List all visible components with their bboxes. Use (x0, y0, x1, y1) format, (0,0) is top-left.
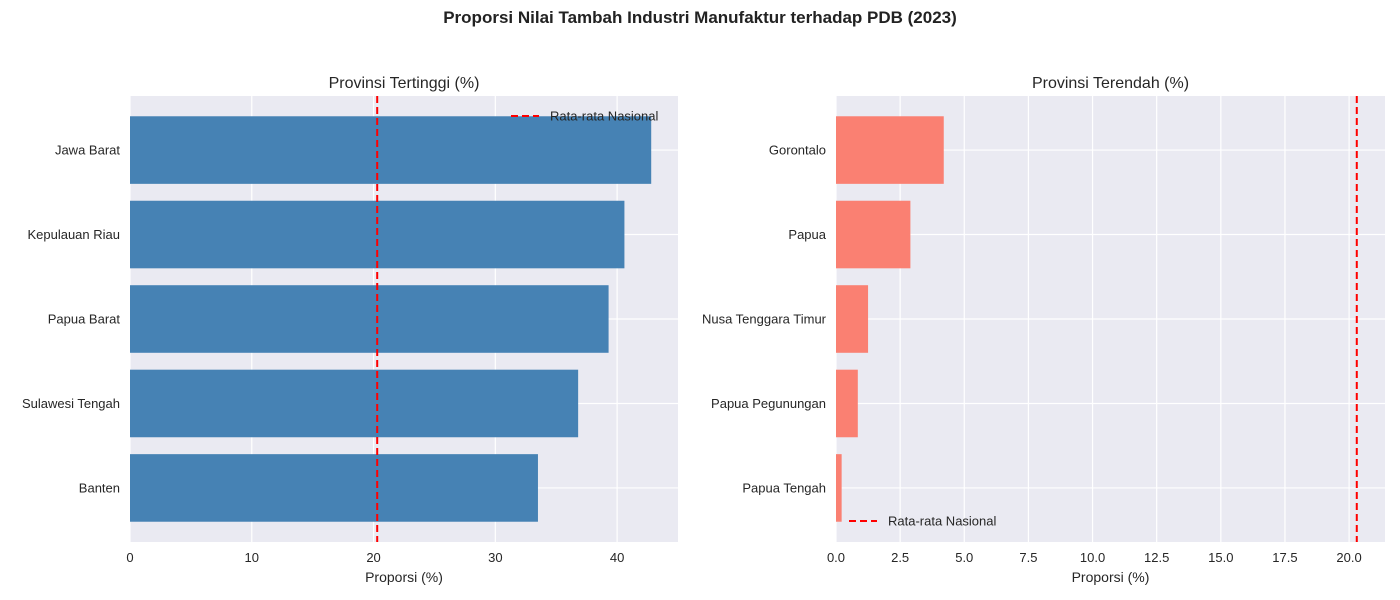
right-category-label-3: Papua Pegunungan (711, 396, 826, 411)
right-chart: Gorontalo Papua Nusa Tenggara Timur Papua P… (702, 75, 1385, 585)
left-bar-3 (130, 369, 579, 438)
right-category-label-4: Papua Tengah (742, 480, 826, 495)
left-bar-2 (130, 285, 609, 353)
left-chart: Jawa Barat Kepulauan Riau Papua Barat Sulaw… (22, 75, 678, 585)
right-tick-label-8: 20.0 (1336, 550, 1361, 565)
right-tick-label-0: 0.0 (827, 550, 845, 565)
figure-title: Proporsi Nilai Tambah Industri Manufaktu… (443, 8, 957, 27)
right-category-label-1: Papua (788, 227, 826, 242)
right-category-label-0: Gorontalo (769, 143, 826, 158)
left-tick-label-0: 0 (126, 550, 133, 565)
right-legend: Rata-rata Nasional (849, 514, 996, 529)
left-bar-4 (130, 454, 538, 522)
right-tick-label-1: 2.5 (891, 550, 909, 565)
right-tick-label-7: 17.5 (1272, 550, 1297, 565)
left-x-axis-label: Proporsi (%) (365, 569, 443, 585)
right-chart-title: Provinsi Terendah (%) (1032, 75, 1189, 92)
left-tick-label-4: 40 (610, 550, 624, 565)
right-tick-label-2: 5.0 (955, 550, 973, 565)
left-tick-label-2: 20 (366, 550, 380, 565)
right-bar-2 (836, 285, 869, 353)
right-tick-label-6: 15.0 (1208, 550, 1233, 565)
right-bar-3 (836, 369, 858, 438)
right-x-axis-label: Proporsi (%) (1072, 569, 1150, 585)
right-category-label-2: Nusa Tenggara Timur (702, 312, 827, 327)
right-tick-label-3: 7.5 (1019, 550, 1037, 565)
left-legend-label: Rata-rata Nasional (550, 109, 658, 124)
left-category-label-0: Jawa Barat (55, 143, 120, 158)
right-tick-label-5: 12.5 (1144, 550, 1169, 565)
right-bar-0 (836, 116, 944, 184)
left-tick-label-1: 10 (245, 550, 259, 565)
left-legend: Rata-rata Nasional (511, 109, 658, 124)
left-bar-0 (130, 116, 652, 184)
left-category-label-2: Papua Barat (48, 312, 121, 327)
right-tick-label-4: 10.0 (1080, 550, 1105, 565)
left-chart-title: Provinsi Tertinggi (%) (329, 75, 480, 92)
left-category-label-1: Kepulauan Riau (27, 227, 120, 242)
right-bar-4 (836, 454, 842, 522)
left-tick-label-3: 30 (488, 550, 502, 565)
left-category-label-4: Banten (79, 480, 120, 495)
right-bar-1 (836, 200, 911, 269)
left-category-label-3: Sulawesi Tengah (22, 396, 120, 411)
right-legend-label: Rata-rata Nasional (888, 514, 996, 529)
